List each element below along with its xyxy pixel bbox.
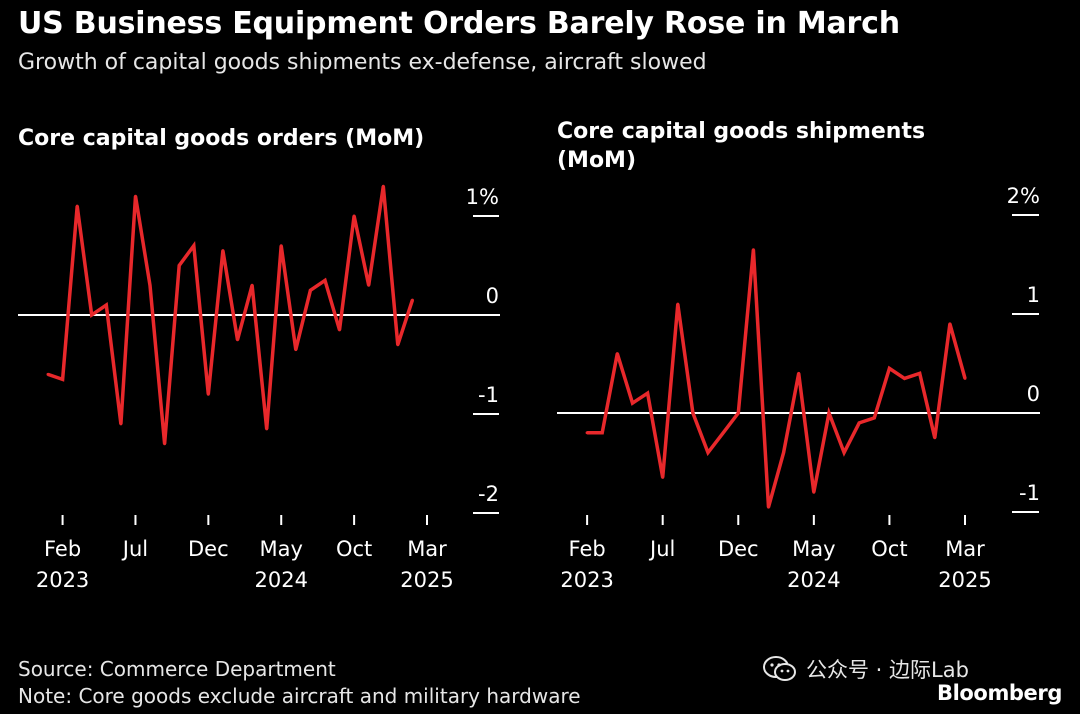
- y-tick-label: 0: [1027, 382, 1040, 406]
- left-panel-title: Core capital goods orders (MoM): [18, 126, 425, 151]
- data-point: [206, 392, 210, 396]
- right-panel-title: Core capital goods shipments (MoM): [557, 119, 926, 173]
- x-tick-year-label: 2025: [400, 568, 453, 592]
- data-point: [600, 431, 604, 435]
- data-point: [585, 431, 589, 435]
- data-point: [163, 442, 167, 446]
- data-point: [177, 264, 181, 267]
- data-point: [933, 436, 937, 440]
- data-point: [148, 283, 152, 287]
- data-point: [279, 244, 283, 248]
- x-tick-label: Dec: [718, 537, 759, 561]
- x-tick-label: Oct: [871, 537, 907, 561]
- x-tick-label: Feb: [44, 537, 81, 561]
- data-point: [236, 338, 239, 342]
- data-point: [352, 214, 356, 218]
- data-point: [294, 348, 298, 352]
- data-point: [887, 366, 891, 370]
- x-tick-label: Oct: [336, 537, 372, 561]
- data-point: [104, 303, 108, 307]
- data-point: [812, 490, 816, 494]
- data-point: [676, 302, 680, 306]
- data-point: [221, 249, 225, 253]
- data-point: [323, 278, 327, 282]
- data-point: [308, 288, 312, 292]
- data-point: [827, 411, 831, 415]
- data-point: [61, 377, 65, 381]
- data-point: [410, 298, 414, 302]
- x-tick-label: Jul: [121, 537, 148, 561]
- data-point: [646, 391, 650, 395]
- y-tick-label: -2: [478, 482, 499, 506]
- data-point: [903, 376, 906, 380]
- y-tick-label: 2%: [1007, 184, 1040, 208]
- data-point: [46, 372, 50, 376]
- x-tick-label: Feb: [569, 537, 606, 561]
- data-point: [918, 371, 922, 375]
- data-point: [963, 376, 967, 380]
- y-tick-label: -1: [478, 383, 499, 407]
- data-point: [767, 505, 770, 509]
- x-tick-label: Mar: [945, 537, 985, 561]
- x-tick-label: Mar: [407, 537, 447, 561]
- data-point: [661, 475, 665, 479]
- data-point: [396, 343, 400, 347]
- chart-title: US Business Equipment Orders Barely Rose…: [18, 6, 900, 41]
- x-tick-year-label: 2024: [787, 568, 840, 592]
- data-point: [842, 451, 846, 455]
- x-tick-label: May: [260, 537, 303, 561]
- bloomberg-logo: Bloomberg: [936, 681, 1062, 705]
- data-point: [721, 431, 725, 435]
- data-point: [381, 184, 385, 188]
- data-point: [134, 194, 137, 198]
- data-point: [736, 411, 740, 415]
- y-tick-label: -1: [1019, 481, 1040, 505]
- x-tick-year-label: 2024: [255, 568, 308, 592]
- watermark-text: 公众号 · 边际Lab: [806, 658, 969, 682]
- series-line: [587, 249, 967, 508]
- source-note: Source: Commerce Department: [18, 657, 336, 681]
- data-point: [250, 283, 254, 287]
- series-line: [47, 186, 415, 444]
- x-tick-year-label: 2025: [938, 568, 991, 592]
- x-tick-year-label: 2023: [560, 568, 613, 592]
- data-point: [797, 371, 801, 375]
- wechat-icon: [763, 656, 796, 681]
- data-point: [706, 451, 710, 455]
- y-tick-label: 0: [486, 284, 499, 308]
- data-point: [691, 411, 695, 415]
- y-tick-label: 1: [1027, 283, 1040, 307]
- data-point: [265, 427, 269, 431]
- x-tick-label: May: [792, 537, 835, 561]
- chart-subtitle: Growth of capital goods shipments ex-def…: [18, 50, 707, 75]
- data-point: [751, 248, 755, 252]
- x-tick-label: Dec: [188, 537, 229, 561]
- watermark: 公众号 · 边际Lab: [762, 654, 969, 684]
- data-point: [119, 422, 123, 426]
- data-point: [90, 313, 94, 317]
- y-tick-label: 1%: [466, 185, 499, 209]
- data-point: [948, 322, 952, 326]
- data-point: [338, 328, 341, 332]
- data-point: [872, 416, 876, 420]
- data-point: [631, 401, 634, 405]
- x-tick-label: Jul: [648, 537, 675, 561]
- data-point: [615, 352, 619, 356]
- x-tick-year-label: 2023: [36, 568, 89, 592]
- data-point: [782, 451, 786, 455]
- data-point: [75, 204, 79, 208]
- data-point: [857, 421, 861, 425]
- data-point: [367, 283, 371, 287]
- data-point: [192, 244, 196, 248]
- footnote: Note: Core goods exclude aircraft and mi…: [18, 684, 581, 708]
